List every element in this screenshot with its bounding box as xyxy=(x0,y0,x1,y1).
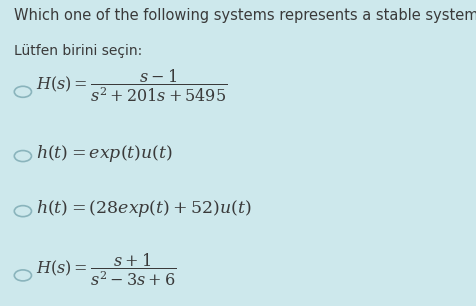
Text: Lütfen birini seçin:: Lütfen birini seçin: xyxy=(14,44,142,58)
Text: $h(t) = exp(t)u(t)$: $h(t) = exp(t)u(t)$ xyxy=(36,143,172,163)
Circle shape xyxy=(14,270,31,281)
Text: Which one of the following systems represents a stable system?: Which one of the following systems repre… xyxy=(14,8,476,23)
Text: $H(s) = \dfrac{s+1}{s^2-3s+6}$: $H(s) = \dfrac{s+1}{s^2-3s+6}$ xyxy=(36,252,176,288)
Circle shape xyxy=(14,206,31,217)
Circle shape xyxy=(14,151,31,162)
Circle shape xyxy=(14,86,31,97)
Text: $h(t) = (28exp(t) + 52)u(t)$: $h(t) = (28exp(t) + 52)u(t)$ xyxy=(36,198,251,218)
Text: $H(s) = \dfrac{s-1}{s^2+201s+5495}$: $H(s) = \dfrac{s-1}{s^2+201s+5495}$ xyxy=(36,67,227,104)
